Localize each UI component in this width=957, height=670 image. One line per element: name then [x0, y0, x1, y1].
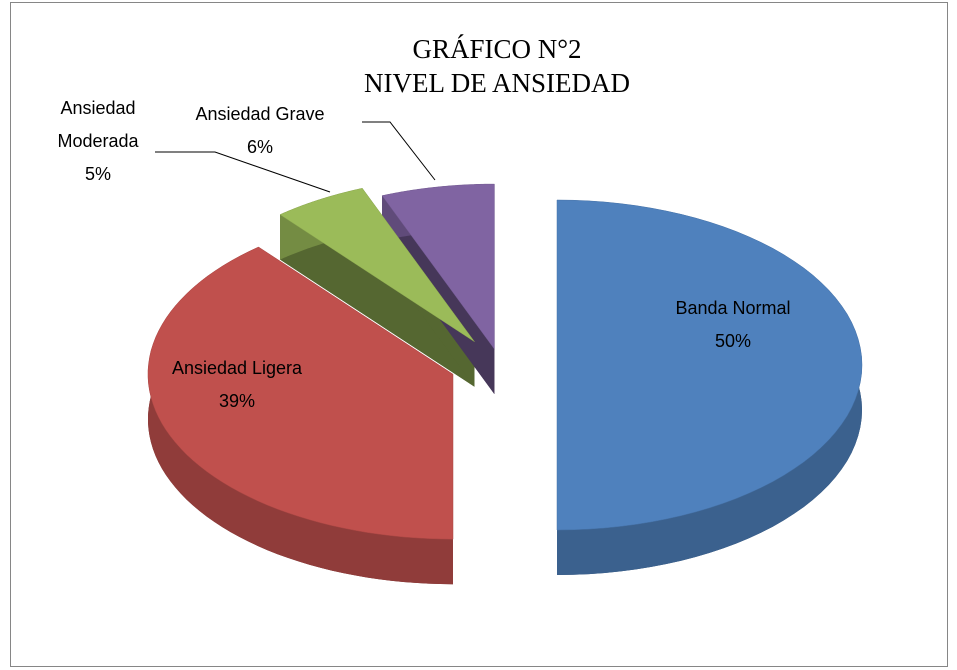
slice-label: Ansiedad Grave 6%	[160, 98, 360, 164]
slice-label: Ansiedad Ligera 39%	[137, 352, 337, 418]
pie-slice	[279, 188, 475, 342]
leader-lines	[155, 121, 436, 193]
leader-line	[155, 151, 331, 193]
leader-line	[362, 121, 436, 181]
slice-label-value: 5%	[84, 164, 111, 184]
slice-label-name: Ansiedad Moderada	[57, 98, 139, 151]
pie-slice	[147, 246, 454, 540]
slice-tops	[147, 183, 863, 540]
slice-label-value: 39%	[218, 391, 256, 411]
slice-label-value: 50%	[714, 331, 752, 351]
slice-label: Ansiedad Moderada 5%	[43, 92, 153, 191]
slice-outer-wall	[148, 247, 453, 585]
slice-label: Banda Normal 50%	[633, 292, 833, 358]
pie-slice	[381, 183, 495, 350]
slice-radial-face	[280, 214, 475, 387]
slice-label-name: Ansiedad Ligera	[171, 358, 303, 378]
slice-label-name: Ansiedad Grave	[195, 104, 325, 124]
slice-label-value: 6%	[246, 137, 273, 157]
chart-title: GRÁFICO N°2	[412, 34, 581, 64]
chart-subtitle: NIVEL DE ANSIEDAD	[364, 68, 630, 98]
pie-slice	[556, 199, 863, 531]
slice-label-name: Banda Normal	[675, 298, 791, 318]
